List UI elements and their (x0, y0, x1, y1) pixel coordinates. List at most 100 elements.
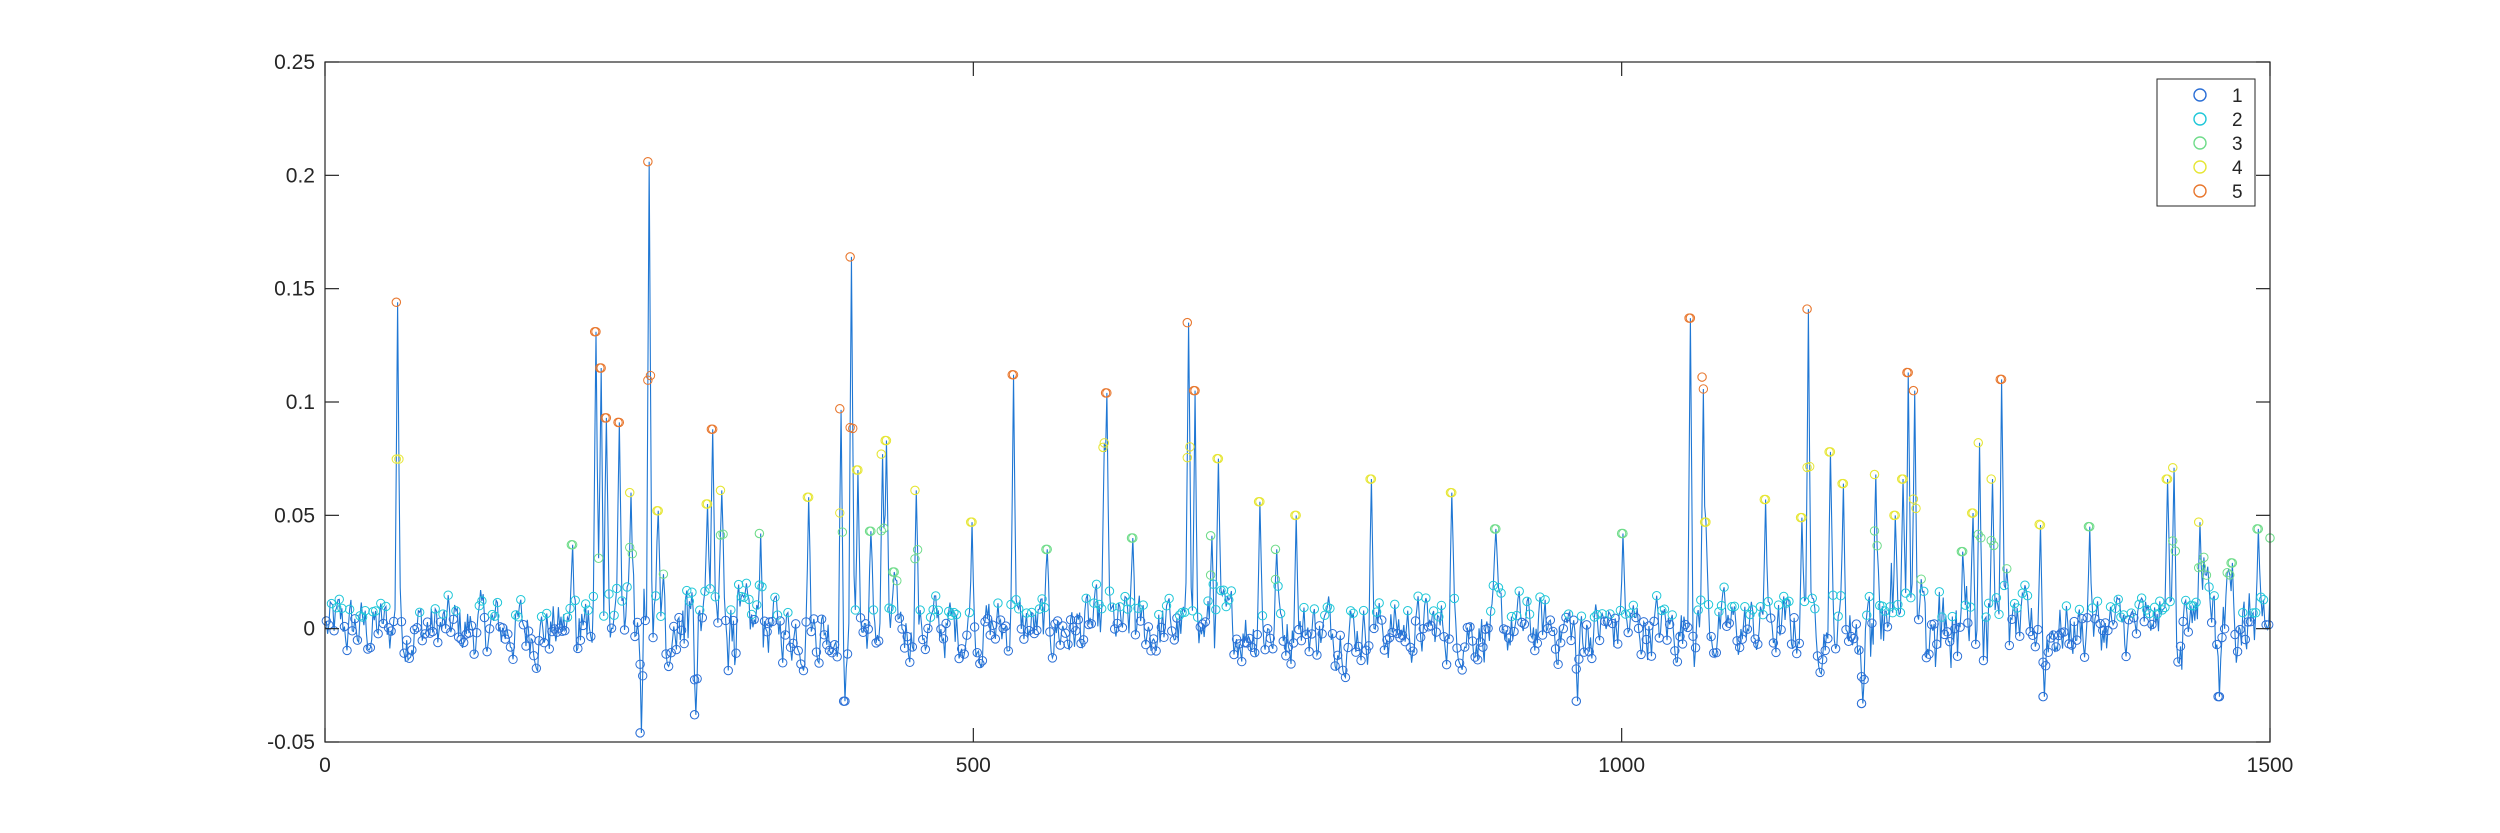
data-point (1371, 607, 1382, 617)
data-point (1356, 655, 1366, 666)
data-point (508, 654, 518, 665)
data-point (1169, 635, 1180, 645)
peak-point (1856, 698, 1867, 709)
data-point (835, 508, 845, 518)
peak-point (1795, 512, 1806, 523)
data-point (1234, 639, 1244, 649)
data-point (1991, 593, 2002, 603)
data-point (1706, 631, 1716, 642)
data-point (1431, 627, 1441, 637)
data-point (2240, 634, 2251, 645)
data-point (1517, 617, 1527, 628)
data-point (964, 607, 975, 618)
data-point (2165, 596, 2175, 607)
data-point (811, 647, 822, 657)
data-point (352, 635, 363, 645)
data-point (1613, 639, 1623, 649)
data-point (619, 625, 630, 635)
data-point (344, 604, 355, 615)
data-point (2170, 546, 2181, 556)
data-point (363, 644, 373, 654)
data-point (329, 626, 339, 636)
data-point (1836, 591, 1846, 601)
data-point (1937, 612, 1947, 622)
data-point (1377, 615, 1387, 625)
data-point (1882, 622, 1893, 632)
data-point (1740, 602, 1750, 612)
legend-label-3: 3 (2232, 134, 2243, 155)
data-point (648, 632, 658, 643)
data-point (1869, 526, 1880, 536)
data-point (752, 600, 762, 610)
data-point (1849, 633, 1859, 644)
data-point (2243, 617, 2253, 627)
data-point (1421, 593, 1431, 603)
data-point (780, 630, 791, 640)
data-point (1060, 628, 1071, 638)
data-point (1307, 629, 1317, 639)
data-point (497, 623, 508, 633)
data-point (1514, 586, 1524, 596)
peak-point (965, 517, 976, 527)
data-point (588, 591, 599, 602)
data-point (1511, 610, 1522, 621)
data-point (1963, 618, 1973, 628)
peak-point (635, 728, 645, 738)
data-point (1224, 595, 1234, 605)
data-point (2204, 582, 2214, 592)
data-point (1473, 655, 1483, 665)
data-point (858, 627, 868, 637)
data-point (907, 642, 918, 652)
data-point (513, 612, 523, 622)
data-point (1553, 659, 1563, 670)
data-point (918, 634, 928, 645)
data-point (871, 638, 881, 648)
data-point (1960, 600, 1970, 610)
data-point (993, 598, 1003, 608)
data-point (383, 623, 394, 633)
data-point (1301, 629, 1312, 640)
data-point (1198, 619, 1208, 629)
data-point (788, 638, 798, 648)
data-point (2007, 614, 2017, 624)
data-point (640, 615, 650, 626)
data-point (1439, 631, 1449, 642)
data-point (1789, 613, 1799, 623)
data-point (772, 610, 783, 620)
data-point (2053, 630, 2064, 641)
data-point (1758, 609, 1768, 620)
data-point (2126, 608, 2136, 618)
data-point (1711, 648, 1722, 658)
data-point (1504, 633, 1514, 643)
data-point (1192, 612, 1203, 622)
data-point (1535, 592, 1545, 602)
data-point (1045, 627, 1055, 637)
data-point (1690, 643, 1701, 653)
data-point (1919, 586, 1929, 597)
data-point (1177, 607, 1187, 618)
data-point (643, 375, 653, 385)
data-point (975, 658, 985, 669)
peak-point (2038, 691, 2048, 702)
data-point (2040, 661, 2051, 671)
data-point (1369, 623, 1379, 634)
data-point (1911, 503, 1921, 514)
data-point (1052, 616, 1063, 626)
data-point (342, 645, 352, 656)
data-point (798, 665, 809, 676)
data-point (1071, 626, 1081, 636)
data-point (1151, 646, 1161, 656)
data-point (1592, 610, 1602, 620)
data-point (1970, 639, 1981, 649)
data-point (2196, 561, 2206, 572)
data-point (1257, 611, 1268, 621)
data-point (1833, 611, 1843, 621)
data-point (759, 616, 770, 626)
data-point (793, 645, 803, 656)
data-point (1563, 609, 1574, 619)
data-point (2033, 624, 2043, 635)
data-point (902, 631, 912, 642)
data-point (1983, 598, 1994, 608)
data-point (1343, 642, 1353, 653)
data-point (1483, 623, 1493, 634)
